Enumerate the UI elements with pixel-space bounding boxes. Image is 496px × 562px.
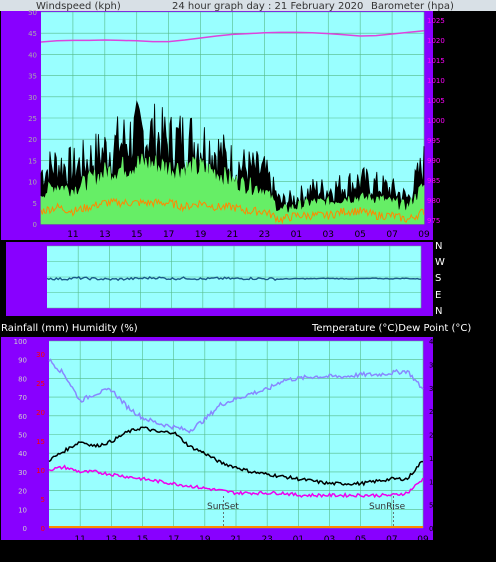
bottom-rain-tick-label: 5 — [41, 496, 45, 504]
top-x-tick-label: 21 — [227, 230, 238, 240]
top-left-label: Windspeed (kph) — [36, 1, 121, 12]
top-left-tick-label: 35 — [28, 73, 37, 81]
bottom-right-tick-label: 20 — [429, 432, 438, 440]
series-lines — [40, 30, 425, 528]
bottom-right-label: Temperature (°C)Dew Point (°C) — [311, 323, 471, 334]
compass-n-bottom: N — [435, 306, 442, 317]
bottom-rain-tick-label: 15 — [36, 438, 45, 446]
top-right-tick-label: 1015 — [427, 57, 445, 65]
series-windspeed-lull — [40, 197, 425, 225]
bottom-x-tick-label: 17 — [168, 535, 179, 545]
bottom-left-tick-label: 60 — [18, 413, 27, 421]
top-right-tick-label: 995 — [427, 137, 440, 145]
series-humidity — [48, 358, 424, 434]
bottom-right-tick-label: 40 — [429, 338, 438, 346]
top-right-tick-label: 1000 — [427, 117, 445, 125]
tick-labels: 0510152025303540455097598098599099510001… — [14, 9, 445, 545]
bottom-left-tick-label: 100 — [14, 338, 27, 346]
bottom-x-tick-label: 13 — [106, 535, 117, 545]
bottom-right-tick-label: 25 — [429, 408, 438, 416]
compass-w: W — [435, 257, 445, 268]
top-x-tick-label: 13 — [99, 230, 110, 240]
bottom-x-tick-label: 05 — [355, 535, 366, 545]
bottom-left-label: Rainfall (mm) Humidity (%) — [1, 323, 138, 334]
bottom-right-tick-label: 35 — [429, 361, 438, 369]
bottom-header-bar — [0, 319, 496, 336]
top-right-tick-label: 1020 — [427, 37, 445, 45]
chart-title: 24 hour graph day : 21 February 2020 — [172, 1, 363, 12]
bottom-rain-tick-label: 20 — [36, 409, 45, 417]
top-left-tick-label: 50 — [28, 9, 37, 17]
bottom-left-tick-label: 0 — [23, 525, 27, 533]
bottom-x-tick-label: 21 — [230, 535, 241, 545]
top-right-tick-label: 1025 — [427, 17, 445, 25]
bottom-right-tick-label: 30 — [429, 385, 438, 393]
top-left-tick-label: 10 — [28, 179, 37, 187]
top-left-tick-label: 45 — [28, 30, 37, 38]
series-wind-direction — [46, 276, 421, 282]
header-bar — [0, 0, 496, 11]
top-left-tick-label: 5 — [33, 200, 37, 208]
bottom-x-tick-label: 03 — [324, 535, 335, 545]
bottom-rain-tick-label: 0 — [41, 525, 45, 533]
bottom-left-tick-label: 50 — [18, 432, 27, 440]
top-left-tick-label: 25 — [28, 115, 37, 123]
top-x-tick-label: 15 — [131, 230, 142, 240]
top-right-tick-label: 1010 — [427, 77, 445, 85]
top-x-tick-label: 01 — [291, 230, 302, 240]
top-left-tick-label: 30 — [28, 94, 37, 102]
series-dew-point — [48, 464, 424, 499]
top-right-tick-label: 990 — [427, 157, 440, 165]
bottom-x-tick-label: 23 — [261, 535, 272, 545]
bottom-x-tick-label: 09 — [417, 535, 429, 545]
top-x-tick-label: 11 — [67, 230, 78, 240]
top-x-tick-label: 09 — [418, 230, 430, 240]
bottom-rain-tick-label: 10 — [36, 467, 45, 475]
bottom-rain-tick-label: 30 — [36, 351, 45, 359]
top-x-tick-label: 17 — [163, 230, 174, 240]
top-x-tick-label: 23 — [259, 230, 270, 240]
bottom-right-tick-label: 0 — [429, 525, 433, 533]
top-left-tick-label: 15 — [28, 157, 37, 165]
top-x-tick-label: 19 — [195, 230, 207, 240]
compass-s: S — [435, 273, 441, 284]
bottom-left-tick-label: 10 — [18, 506, 27, 514]
top-left-tick-label: 40 — [28, 51, 37, 59]
bottom-right-tick-label: 5 — [429, 502, 433, 510]
top-left-tick-label: 20 — [28, 136, 37, 144]
compass-n-top: N — [435, 241, 442, 252]
bottom-rain-tick-label: 25 — [36, 380, 45, 388]
top-right-label: Barometer (hpa) — [371, 1, 454, 12]
sunset-annotation: SunSet — [207, 502, 239, 512]
top-x-tick-label: 03 — [323, 230, 334, 240]
bottom-right-tick-label: 10 — [429, 478, 438, 486]
top-x-tick-label: 05 — [354, 230, 365, 240]
top-right-tick-label: 980 — [427, 197, 440, 205]
bottom-left-tick-label: 20 — [18, 488, 27, 496]
bottom-left-tick-label: 40 — [18, 450, 27, 458]
series-barometer — [40, 30, 425, 43]
bottom-left-tick-label: 70 — [18, 394, 27, 402]
bottom-x-tick-label: 07 — [386, 535, 397, 545]
bottom-x-tick-label: 19 — [199, 535, 211, 545]
bottom-x-tick-label: 11 — [74, 535, 85, 545]
series-temperature — [48, 426, 423, 487]
bottom-left-tick-label: 80 — [18, 375, 27, 383]
bottom-x-tick-label: 15 — [137, 535, 148, 545]
bottom-left-tick-label: 90 — [18, 357, 27, 365]
bottom-x-tick-label: 01 — [293, 535, 304, 545]
top-right-tick-label: 985 — [427, 177, 440, 185]
series-windspeed-average — [40, 153, 425, 225]
top-left-tick-label: 0 — [33, 221, 37, 229]
compass-e: E — [435, 290, 441, 301]
bottom-left-tick-label: 30 — [18, 469, 27, 477]
sunrise-annotation: SunRise — [369, 502, 406, 512]
bottom-right-tick-label: 15 — [429, 455, 438, 463]
top-right-tick-label: 1005 — [427, 97, 445, 105]
top-x-tick-label: 07 — [386, 230, 397, 240]
top-right-tick-label: 975 — [427, 217, 440, 225]
